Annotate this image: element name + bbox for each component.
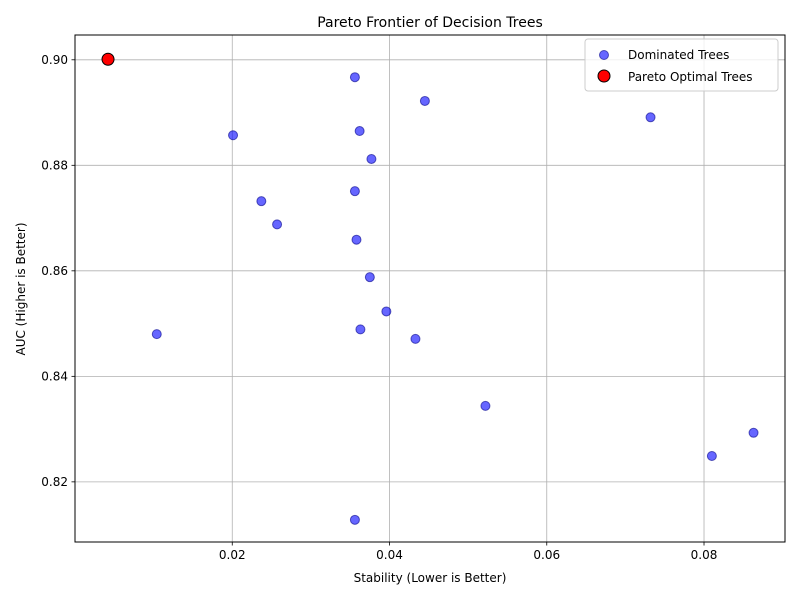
x-tick-label: 0.02 (219, 548, 246, 562)
y-tick-label: 0.88 (41, 159, 68, 173)
y-tick-label: 0.86 (41, 264, 68, 278)
grid (75, 35, 785, 542)
dominated-tree-point (366, 153, 377, 164)
axis-ticks: 0.02 0.04 0.06 0.08 0.82 0.84 0.86 0.88 0.90 (41, 53, 717, 562)
dominated-tree-point (381, 306, 392, 317)
x-tick-label: 0.06 (533, 548, 560, 562)
legend-label-pareto: Pareto Optimal Trees (628, 70, 753, 84)
dominated-tree-point (748, 427, 759, 438)
dominated-tree-point (351, 234, 362, 245)
legend-marker-dominated (599, 50, 609, 60)
dominated-tree-point (349, 72, 360, 83)
dominated-tree-point (419, 95, 430, 106)
y-tick-label: 0.84 (41, 370, 68, 384)
dominated-tree-point (228, 130, 239, 141)
y-tick-label: 0.90 (41, 53, 68, 67)
legend: Dominated Trees Pareto Optimal Trees (584, 38, 779, 92)
dominated-tree-point (256, 196, 267, 207)
dominated-tree-point (410, 333, 421, 344)
dominated-tree-point (349, 514, 360, 525)
pareto-optimal-point (101, 52, 115, 66)
dominated-tree-point (480, 400, 491, 411)
dominated-tree-point (355, 324, 366, 335)
legend-box (584, 38, 779, 92)
dominated-tree-point (645, 112, 656, 123)
plot-frame (74, 34, 786, 543)
legend-label-dominated: Dominated Trees (628, 48, 729, 62)
chart-title: Pareto Frontier of Decision Trees (317, 15, 543, 31)
x-tick-label: 0.04 (376, 548, 403, 562)
y-axis-label: AUC (Higher is Better) (14, 222, 28, 355)
x-tick-label: 0.08 (691, 548, 718, 562)
dominated-tree-point (354, 126, 365, 137)
x-axis-label: Stability (Lower is Better) (354, 571, 507, 585)
y-tick-label: 0.82 (41, 475, 68, 489)
dominated-tree-point (706, 451, 717, 462)
legend-marker-pareto (597, 69, 611, 83)
data-points (101, 52, 759, 525)
dominated-tree-point (272, 219, 283, 230)
dominated-tree-point (364, 272, 375, 283)
dominated-tree-point (151, 329, 162, 340)
dominated-tree-point (349, 186, 360, 197)
